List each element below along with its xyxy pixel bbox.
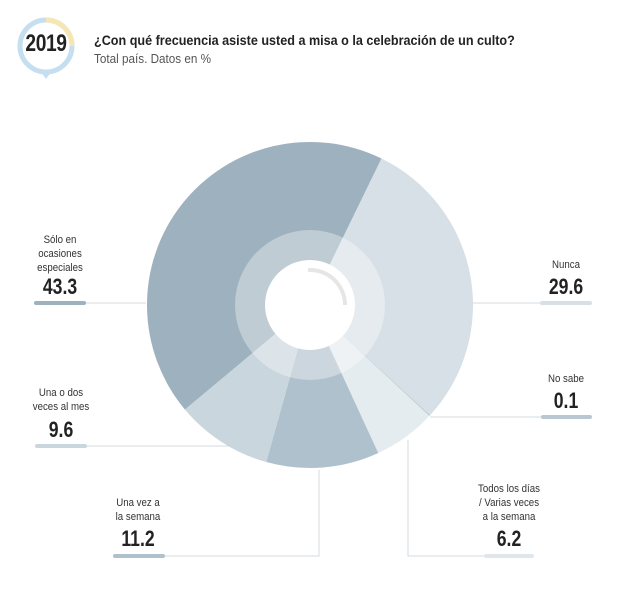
underline-bar-todos <box>484 554 534 558</box>
value-nunca: 29.6 <box>548 274 584 299</box>
label-line: ocasiones <box>38 248 82 260</box>
label-line: Todos los días <box>478 483 540 495</box>
slice-nunca <box>310 158 473 416</box>
label-nunca: Nunca <box>518 258 615 272</box>
label-line: No sabe <box>547 373 585 385</box>
label-unados: Una o dos veces al mes <box>13 386 110 414</box>
label-line: Sólo en <box>43 234 77 246</box>
slice-una-o-dos-veces-al-mes <box>184 305 310 463</box>
label-unavez: Una vez a la semana <box>90 496 187 524</box>
year-badge-icon <box>17 17 75 79</box>
underline-bar-unados <box>35 444 87 448</box>
value-solo: 43.3 <box>42 274 78 299</box>
label-line: Nunca <box>552 259 580 271</box>
label-line: la semana <box>115 511 161 523</box>
chart-title: ¿Con qué frecuencia asiste usted a misa … <box>94 32 515 48</box>
slice-todos-los-d-as-varias-veces-a-la-semana <box>310 305 430 454</box>
label-line: a la semana <box>482 511 536 523</box>
slice-una-vez-a-la-semana <box>266 305 379 468</box>
label-line: Una o dos <box>38 387 84 399</box>
donut-hole <box>265 260 355 350</box>
label-line: / Varias veces <box>478 497 540 509</box>
label-line: Una vez a <box>116 497 160 509</box>
label-line: veces al mes <box>32 401 90 413</box>
label-todos: Todos los días / Varias veces a la seman… <box>461 482 558 524</box>
chart-subtitle: Total país. Datos en % <box>94 51 212 66</box>
value-unados: 9.6 <box>48 417 74 442</box>
year-label: 2019 <box>25 30 67 57</box>
value-unavez: 11.2 <box>121 526 155 551</box>
leader-line-todos <box>407 440 484 557</box>
underline-bar-solo <box>34 301 86 305</box>
underline-bar-nunca <box>540 301 592 305</box>
label-solo: Sólo en ocasiones especiales <box>12 233 109 275</box>
leader-line-unavez <box>165 470 320 557</box>
slice-s-lo-en-ocasiones-especiales <box>146 141 382 410</box>
inner-arc-decoration <box>307 267 348 306</box>
label-nosabe: No sabe <box>518 372 615 386</box>
value-todos: 6.2 <box>496 526 522 551</box>
value-nosabe: 0.1 <box>553 388 579 413</box>
label-line: especiales <box>37 262 83 274</box>
underline-bar-nosabe <box>541 415 592 419</box>
underline-bar-unavez <box>113 554 165 558</box>
